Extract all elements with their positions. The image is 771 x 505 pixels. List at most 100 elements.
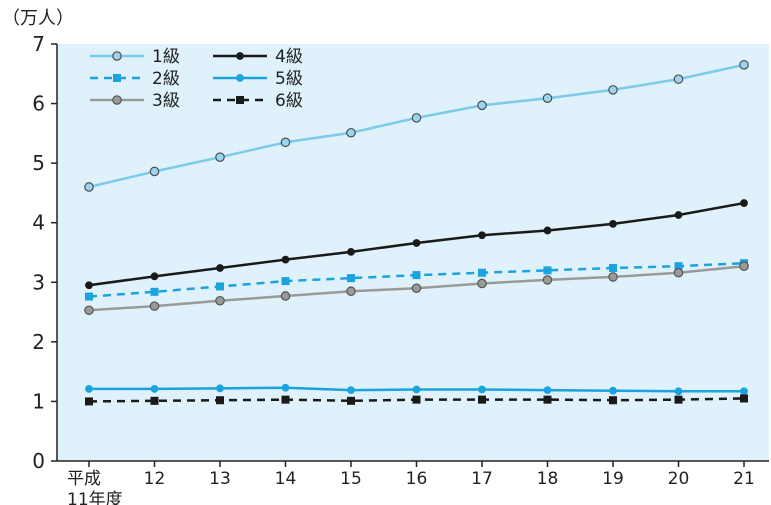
data-point (542, 93, 553, 104)
x-tick-label: 15 (340, 469, 362, 489)
legend-label: 4級 (275, 47, 303, 67)
data-point (412, 271, 421, 280)
legend-swatch-marker (236, 74, 244, 82)
legend-swatch-marker (236, 52, 244, 60)
data-point (281, 277, 290, 286)
legend-item: 5級 (213, 69, 303, 89)
data-point (85, 281, 93, 290)
data-point (609, 396, 617, 405)
x-tick-label: 13 (209, 469, 231, 489)
x-tick-label: 16 (406, 469, 428, 489)
x-tick-label: 21 (733, 469, 755, 489)
legend-swatch-marker (112, 95, 122, 105)
legend-item: 2級 (90, 69, 180, 89)
y-tick-label: 2 (32, 330, 45, 354)
data-point (412, 385, 421, 394)
data-point (477, 278, 487, 289)
data-point (346, 127, 356, 138)
data-point (216, 282, 224, 291)
x-tick-label: 14 (275, 469, 297, 489)
x-tick-label: 12 (144, 469, 166, 489)
legend-item: 3級 (90, 91, 180, 111)
data-point (543, 226, 552, 235)
data-point (673, 267, 684, 278)
y-tick-label: 0 (32, 449, 45, 473)
data-point (740, 394, 748, 403)
data-point (411, 113, 422, 123)
x-tick-label: 20 (668, 469, 690, 489)
data-point (149, 301, 160, 311)
y-tick-label: 7 (32, 32, 45, 56)
data-point (412, 395, 421, 404)
data-point (85, 292, 93, 301)
data-point (609, 386, 617, 395)
legend-label: 6級 (275, 91, 303, 111)
series-4 (85, 199, 748, 290)
data-point (216, 264, 224, 272)
data-point (150, 272, 159, 281)
data-point (543, 266, 552, 275)
data-point (674, 262, 683, 271)
data-point (281, 383, 290, 392)
data-point (216, 396, 224, 405)
data-point (150, 385, 159, 393)
data-point (674, 211, 683, 219)
y-tick-label: 1 (32, 389, 45, 413)
legend-label: 5級 (275, 69, 303, 89)
data-point (346, 286, 356, 297)
y-unit-label: （万人） (2, 8, 74, 29)
legend-label: 2級 (152, 69, 180, 89)
data-point (674, 387, 683, 396)
series-1 (84, 60, 749, 192)
data-point (674, 395, 683, 404)
x-tick-label: 19 (602, 469, 624, 489)
legend-label: 3級 (152, 91, 180, 111)
y-tick-label: 5 (32, 151, 45, 175)
y-tick-label: 3 (32, 270, 45, 294)
data-point (281, 255, 290, 264)
data-point (739, 60, 749, 70)
data-point (608, 85, 618, 95)
data-point (608, 272, 618, 282)
y-tick-label: 6 (32, 92, 45, 116)
series-6 (85, 394, 748, 406)
series-layer (84, 60, 749, 406)
series-3 (84, 261, 749, 316)
data-point (281, 395, 290, 404)
data-point (739, 261, 749, 272)
legend-swatch-marker (236, 96, 244, 104)
legend-item: 1級 (90, 47, 180, 67)
x-tick-label: 平成 11年度 (67, 469, 123, 505)
data-point (478, 385, 486, 394)
legend-label: 1級 (152, 47, 180, 67)
data-point (411, 283, 422, 294)
data-point (477, 100, 487, 111)
data-point (215, 152, 225, 162)
data-point (412, 239, 421, 247)
data-point (347, 248, 355, 256)
x-tick-label-line: 11年度 (67, 490, 123, 505)
data-point (84, 182, 94, 192)
data-point (347, 396, 355, 405)
data-point (673, 74, 684, 84)
x-tick-label: 18 (537, 469, 559, 489)
data-point (609, 220, 617, 228)
x-tick-label-line: 平成 (67, 469, 101, 489)
legend-swatch-marker (112, 51, 122, 61)
data-point (280, 291, 291, 301)
data-point (347, 386, 355, 395)
data-point (150, 287, 159, 296)
data-point (543, 395, 552, 404)
data-point (543, 386, 552, 395)
data-point (85, 397, 93, 406)
legend-item: 6級 (213, 91, 303, 111)
data-point (347, 274, 355, 283)
data-point (478, 395, 486, 404)
data-point (478, 268, 486, 277)
data-point (740, 199, 748, 207)
data-point (215, 295, 225, 306)
data-point (150, 396, 159, 405)
